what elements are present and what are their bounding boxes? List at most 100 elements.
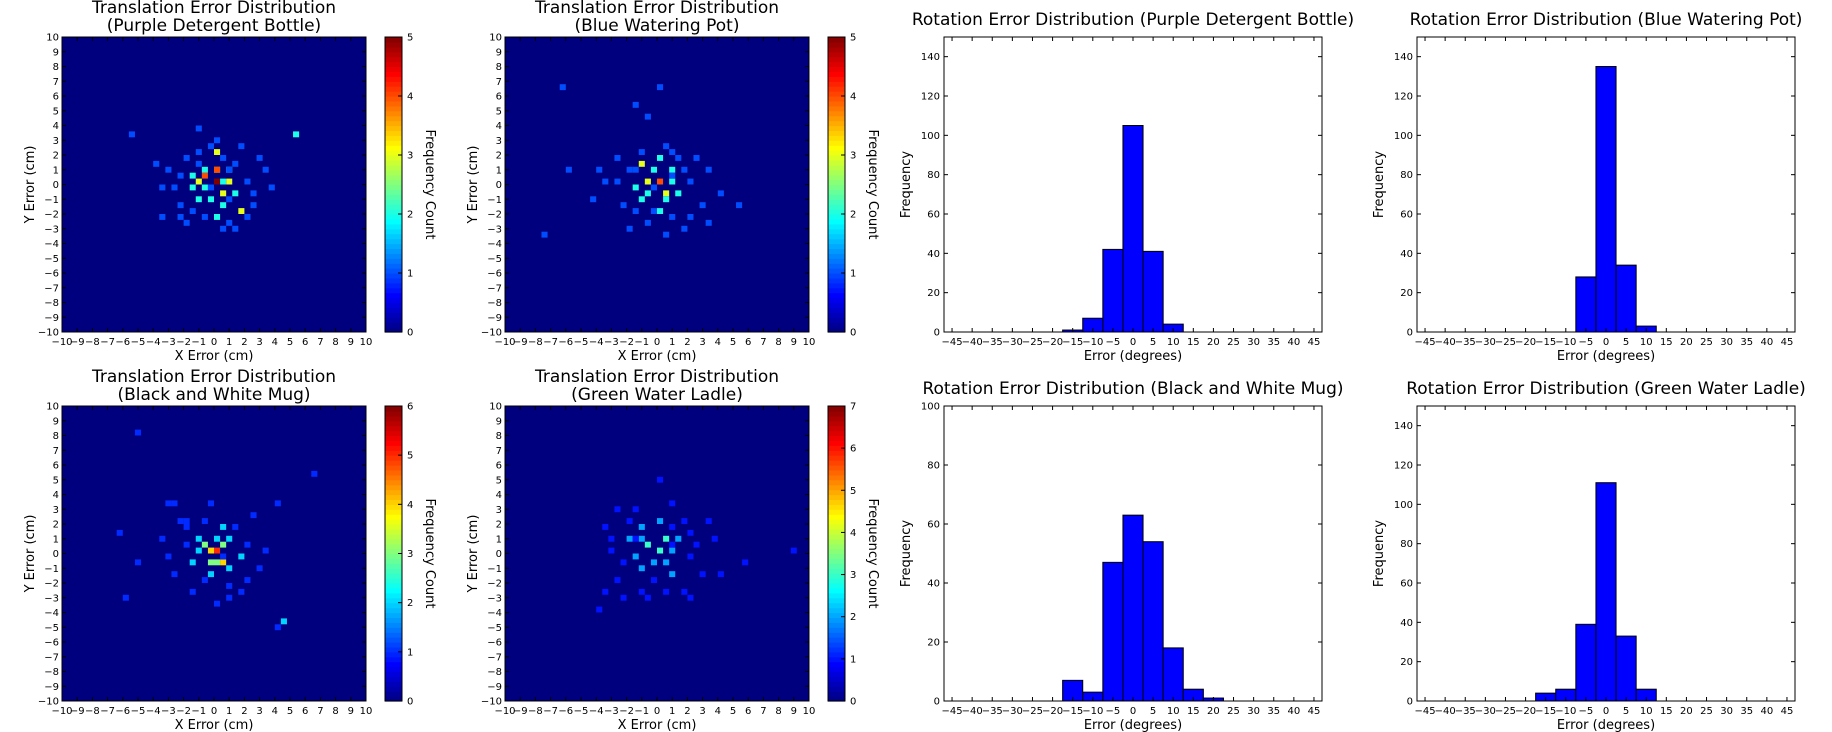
y-tick-label: 4	[53, 121, 59, 132]
y-tick-label: 5	[53, 106, 59, 117]
colorbar-segment	[385, 199, 402, 205]
heatmap-cell	[183, 155, 190, 161]
colorbar-segment	[385, 568, 402, 574]
x-tick-label: −5	[1579, 706, 1594, 717]
y-tick-label: 100	[1394, 500, 1413, 511]
y-tick-label: −7	[487, 283, 502, 294]
x-tick-label: −30	[1002, 337, 1023, 348]
y-tick-label: 6	[53, 461, 59, 472]
y-tick-label: 20	[927, 638, 940, 649]
heatmap-cell	[165, 500, 172, 507]
colorbar-segment	[828, 435, 845, 442]
colorbar-segment	[828, 86, 845, 92]
y-tick-label: 6	[53, 92, 59, 103]
colorbar-segment	[385, 573, 402, 579]
x-tick-label: 10	[1167, 706, 1180, 717]
histogram-bar	[1102, 248, 1124, 333]
colorbar-segment	[385, 71, 402, 77]
colorbar-segment	[385, 543, 402, 550]
x-tick-label: −2	[619, 706, 634, 717]
y-tick-label: 9	[496, 47, 502, 58]
heatmap-cell	[681, 518, 688, 524]
x-tick-label: 7	[760, 706, 766, 717]
y-tick-label: −5	[44, 623, 59, 634]
colorbar-segment	[828, 617, 845, 623]
y-tick-label: −3	[487, 593, 502, 604]
colorbar-frame	[827, 405, 846, 702]
y-tick-label: −4	[44, 608, 59, 619]
colorbar-tick-label: 1	[850, 654, 856, 665]
y-tick-label: 100	[921, 402, 940, 413]
colorbar-segment	[828, 140, 845, 146]
heatmap-cell	[596, 606, 603, 613]
y-tick-label: 100	[1394, 131, 1413, 142]
x-tick-label: 20	[1680, 706, 1693, 717]
heatmap-cell	[274, 500, 281, 507]
heatmap-cell	[644, 219, 651, 226]
colorbar-tick-label: 6	[850, 444, 856, 455]
colorbar-segment	[385, 686, 402, 692]
colorbar-segment	[828, 465, 845, 471]
x-tick-label: 35	[1267, 706, 1280, 717]
x-tick-label: 3	[256, 337, 262, 348]
heatmap-cell	[250, 512, 257, 519]
y-tick-label: −7	[44, 283, 59, 294]
x-tick-label: 2	[684, 706, 690, 717]
heatmap-cell	[620, 594, 627, 601]
colorbar-segment	[385, 268, 402, 274]
y-tick-label: 40	[1400, 618, 1413, 629]
histogram-bar	[1615, 635, 1637, 702]
y-tick-label: 3	[53, 505, 59, 516]
heatmap-cell	[232, 524, 239, 530]
colorbar-segment	[828, 322, 845, 328]
colorbar-segment	[385, 656, 402, 663]
y-tick-label: 60	[927, 520, 940, 531]
colorbar-tick-label: 0	[407, 328, 413, 339]
colorbar-segment	[385, 558, 402, 564]
y-tick-label: −10	[38, 697, 59, 708]
colorbar-segment	[385, 548, 402, 555]
y-axis-label: Frequency	[899, 151, 914, 218]
y-axis-label: Y Error (cm)	[23, 515, 38, 594]
heatmap-cell	[626, 166, 633, 173]
colorbar-segment	[385, 612, 402, 619]
x-tick-label: 6	[745, 706, 751, 717]
colorbar-segment	[828, 66, 845, 73]
colorbar-segment	[385, 169, 402, 176]
x-axis-label: X Error (cm)	[175, 718, 254, 732]
heatmap-cell	[687, 553, 694, 560]
y-tick-label: −2	[487, 579, 502, 590]
chart-title: Rotation Error Distribution (Purple Dete…	[912, 10, 1354, 30]
colorbar-tick-label: 2	[407, 210, 413, 221]
x-tick-label: 4	[715, 706, 721, 717]
colorbar-segment	[828, 233, 845, 240]
colorbar-segment	[385, 145, 402, 151]
heatmap-cell	[614, 155, 621, 161]
heatmap-cell	[602, 524, 609, 530]
heatmap-cell	[742, 559, 749, 566]
x-tick-label: 0	[1130, 337, 1136, 348]
heatmap-cell	[620, 202, 627, 209]
heatmap-cell	[650, 184, 657, 191]
y-tick-label: 0	[496, 180, 502, 191]
x-tick-label: 15	[1187, 706, 1200, 717]
y-tick-label: 140	[1394, 421, 1413, 432]
x-tick-label: 1	[669, 706, 675, 717]
colorbar-segment	[385, 91, 402, 97]
y-tick-label: −4	[487, 608, 502, 619]
colorbar-segment	[828, 519, 845, 525]
x-tick-label: 8	[332, 337, 338, 348]
colorbar-segment	[828, 686, 845, 692]
colorbar-segment	[828, 164, 845, 171]
y-tick-label: 120	[1394, 461, 1413, 472]
heatmap-cell	[268, 184, 275, 191]
colorbar-segment	[385, 563, 402, 569]
colorbar-segment	[385, 189, 402, 195]
y-tick-label: 60	[1400, 579, 1413, 590]
y-tick-label: −1	[44, 195, 59, 206]
y-tick-label: −5	[487, 623, 502, 634]
heatmap-cell	[590, 196, 597, 203]
heatmap-cell	[559, 84, 566, 91]
heatmap-cell	[232, 190, 239, 197]
colorbar-segment	[385, 150, 402, 156]
